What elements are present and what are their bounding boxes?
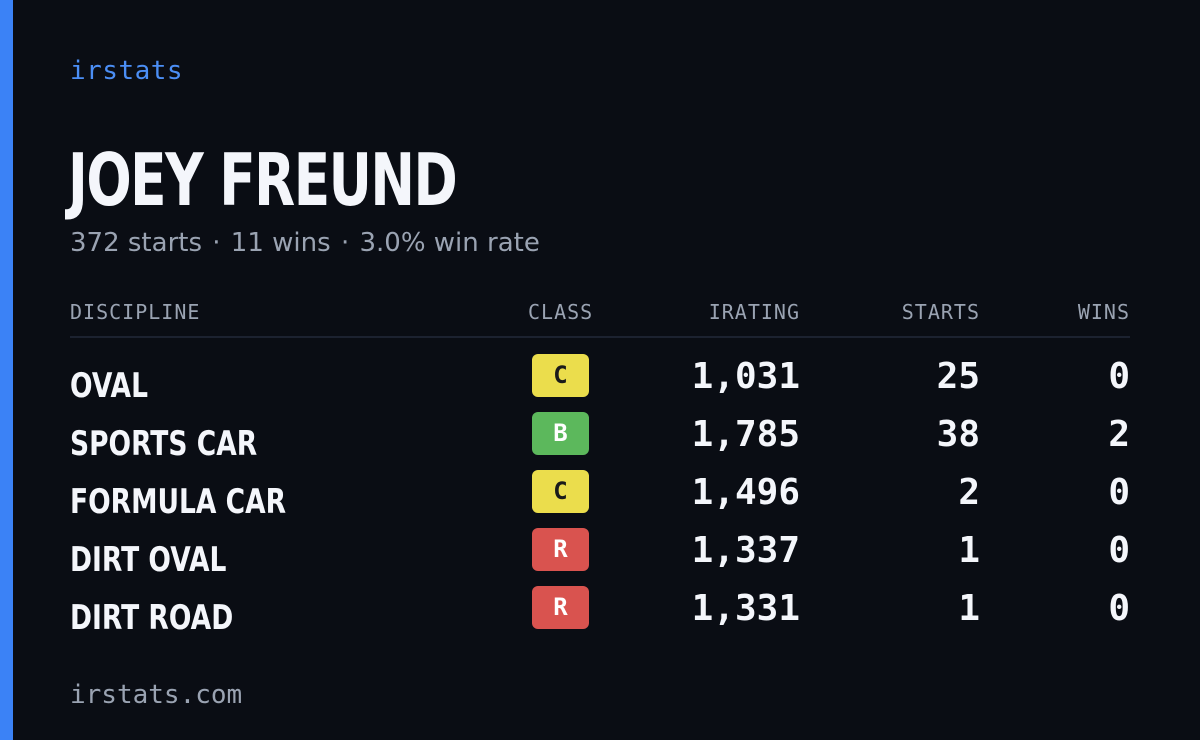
wins-value: 0 — [1108, 356, 1130, 397]
brand-logo: irstats — [70, 56, 184, 86]
class-badge: B — [532, 412, 589, 455]
table-row: OVAL C 1,031 25 0 — [70, 354, 1130, 412]
starts-value: 1 — [958, 588, 980, 629]
footer-url: irstats.com — [70, 680, 243, 710]
header-starts: STARTS — [901, 300, 980, 324]
summary-separator: · — [340, 228, 350, 258]
starts-value: 38 — [936, 414, 980, 455]
starts-value: 2 — [958, 472, 980, 513]
class-badge: R — [532, 528, 589, 571]
irating-value: 1,337 — [691, 530, 800, 571]
discipline-name: OVAL — [70, 366, 148, 406]
wins-summary: 11 wins — [230, 228, 331, 258]
discipline-name: DIRT ROAD — [70, 598, 234, 638]
class-badge: C — [532, 354, 589, 397]
summary-separator: · — [212, 228, 221, 258]
player-summary: 372 starts · 11 wins · 3.0% win rate — [70, 228, 540, 258]
player-name: JOEY FREUND — [68, 138, 458, 222]
irating-value: 1,496 — [691, 472, 800, 513]
irating-value: 1,785 — [691, 414, 800, 455]
wins-value: 0 — [1108, 530, 1130, 571]
header-irating: IRATING — [708, 300, 800, 324]
header-wins: WINS — [1077, 300, 1130, 324]
starts-value: 25 — [936, 356, 980, 397]
stats-table: DISCIPLINE CLASS IRATING STARTS WINS OVA… — [70, 298, 1130, 644]
discipline-name: SPORTS CAR — [70, 424, 258, 464]
wins-value: 0 — [1108, 472, 1130, 513]
win-rate-summary: 3.0% win rate — [359, 228, 540, 258]
table-row: DIRT ROAD R 1,331 1 0 — [70, 586, 1130, 644]
table-row: SPORTS CAR B 1,785 38 2 — [70, 412, 1130, 470]
irating-value: 1,031 — [691, 356, 800, 397]
table-row: FORMULA CAR C 1,496 2 0 — [70, 470, 1130, 528]
discipline-name: DIRT OVAL — [70, 540, 227, 580]
wins-value: 2 — [1108, 414, 1130, 455]
header-discipline: DISCIPLINE — [70, 300, 201, 324]
irating-value: 1,331 — [691, 588, 800, 629]
starts-value: 1 — [958, 530, 980, 571]
class-badge: R — [532, 586, 589, 629]
table-header: DISCIPLINE CLASS IRATING STARTS WINS — [70, 298, 1130, 338]
header-class: CLASS — [528, 300, 594, 324]
starts-summary: 372 starts — [70, 228, 202, 258]
discipline-name: FORMULA CAR — [70, 482, 287, 522]
table-row: DIRT OVAL R 1,337 1 0 — [70, 528, 1130, 586]
accent-bar — [0, 0, 13, 740]
table-body: OVAL C 1,031 25 0 SPORTS CAR B 1,785 38 … — [70, 354, 1130, 644]
wins-value: 0 — [1108, 588, 1130, 629]
class-badge: C — [532, 470, 589, 513]
